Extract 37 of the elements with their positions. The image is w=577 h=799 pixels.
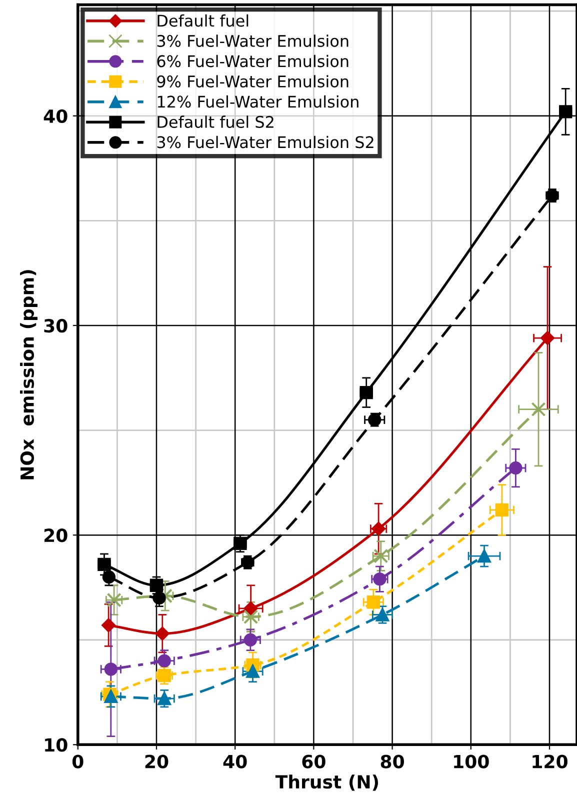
point [158,654,171,668]
x-tick-label: 120 [532,754,568,768]
x-tick-label: 60 [302,754,326,768]
x-tick-label: 100 [454,754,489,768]
legend-label: 3% Fuel-Water Emulsion [157,34,348,47]
point [155,626,170,641]
point [246,664,260,678]
point [158,692,171,706]
point [531,402,546,417]
point [478,549,491,563]
point [366,596,380,609]
y-tick-label: 10 [45,738,68,752]
legend-label: Default fuel [158,14,248,27]
legend-label: 6% Fuel-Water Emulsion [157,54,348,68]
point [509,461,522,475]
point [540,331,554,345]
point [495,503,509,517]
legend-label: 9% Fuel-Water Emulsion [157,75,348,88]
y-tick-label: 20 [44,528,68,542]
y-tick-label: 40 [44,109,68,123]
point [559,105,572,118]
x-tick-label: 80 [380,754,404,768]
x-axis-title: Thrust (N) [275,774,378,791]
point [244,633,258,646]
y-tick-label: 30 [44,318,68,333]
point [104,662,118,676]
x-tick-label: 40 [223,754,247,768]
point [376,608,390,622]
point [244,601,258,616]
point [104,690,118,704]
y-axis-title: NOx emission (ppm) [20,270,38,480]
legend-label: 3% Fuel-Water Emulsion S2 [157,136,374,148]
legend-label: Default fuel S2 [158,116,274,128]
x-tick-label: 20 [145,754,168,768]
x-tick-label: 0 [72,754,84,768]
legend-label: 12% Fuel-Water Emulsion [158,95,358,108]
point [102,618,116,632]
